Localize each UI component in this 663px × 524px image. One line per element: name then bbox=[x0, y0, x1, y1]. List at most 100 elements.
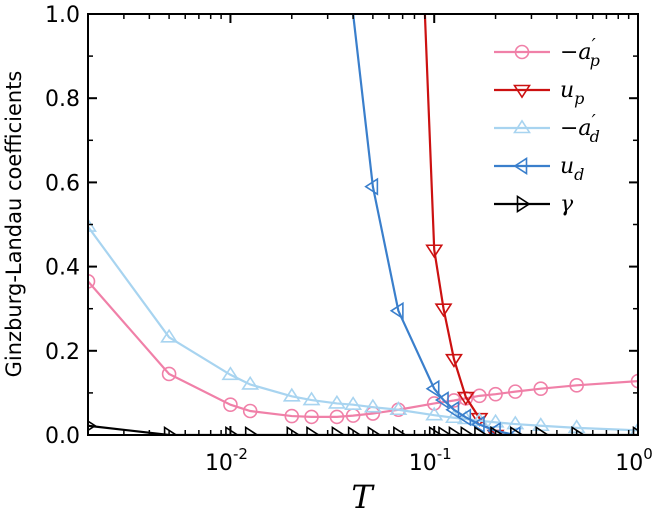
data-point-gamma bbox=[347, 426, 362, 435]
legend-label-base: −a bbox=[560, 40, 592, 65]
legend-label-prime: ′ bbox=[592, 111, 596, 132]
data-point-neg-a-p bbox=[284, 408, 300, 424]
x-tick-label: 10-1 bbox=[409, 445, 452, 476]
legend-label-base: u bbox=[560, 78, 574, 103]
data-point-neg-a-d bbox=[221, 366, 240, 381]
y-tick-label: 0.0 bbox=[45, 424, 80, 449]
x-tick-label: 100 bbox=[615, 445, 653, 476]
x-axis-label: T bbox=[351, 478, 375, 516]
legend-label-subscript: d bbox=[574, 165, 584, 184]
series-line-u-p bbox=[423, 14, 497, 435]
data-point-gamma bbox=[163, 426, 178, 435]
legend-label-subscript: d bbox=[590, 127, 600, 146]
legend-marker-neg-a-p bbox=[514, 44, 530, 60]
data-point-neg-a-d bbox=[282, 387, 301, 402]
data-point-gamma bbox=[448, 426, 463, 435]
data-point-neg-a-d bbox=[506, 415, 525, 430]
legend-entry-gamma: γ bbox=[494, 192, 574, 217]
data-point-gamma bbox=[438, 426, 453, 435]
data-point-u-d bbox=[445, 400, 460, 419]
data-point-neg-a-p bbox=[533, 381, 549, 396]
data-point-u-d bbox=[506, 426, 521, 435]
data-point-u-p bbox=[425, 244, 444, 259]
legend-label-neg-a-p: −a′ p bbox=[560, 35, 600, 70]
data-point-neg-a-d bbox=[389, 401, 408, 416]
data-point-gamma bbox=[393, 426, 407, 435]
data-point-gamma bbox=[490, 426, 505, 435]
legend-label-subscript: p bbox=[590, 51, 600, 70]
data-point-u-d bbox=[389, 301, 404, 320]
legend-entry-u-p: up bbox=[494, 78, 584, 108]
data-point-gamma bbox=[571, 426, 586, 435]
data-point-neg-a-d bbox=[344, 396, 363, 410]
series-neg-a-d bbox=[88, 218, 638, 435]
data-point-neg-a-p bbox=[630, 373, 638, 389]
data-point-neg-a-d bbox=[363, 398, 382, 413]
y-tick-label: 0.6 bbox=[45, 171, 80, 196]
y-tick-label: 0.8 bbox=[45, 87, 80, 112]
legend-label-neg-a-d: −a′ d bbox=[560, 111, 600, 146]
legend-marker-gamma bbox=[516, 195, 531, 213]
data-point-u-p bbox=[456, 391, 475, 406]
data-point-gamma bbox=[367, 426, 382, 435]
data-point-gamma bbox=[88, 420, 97, 432]
legend-entry-neg-a-d: −a′ d bbox=[494, 111, 600, 146]
data-point-gamma bbox=[286, 426, 301, 435]
data-point-u-p bbox=[434, 303, 453, 318]
data-point-gamma bbox=[428, 426, 443, 435]
data-point-gamma bbox=[510, 426, 524, 435]
data-point-neg-a-d bbox=[425, 406, 444, 421]
data-point-neg-a-d bbox=[160, 328, 179, 343]
series-gamma bbox=[88, 420, 638, 435]
data-point-gamma bbox=[306, 426, 321, 435]
data-point-neg-a-p bbox=[242, 403, 258, 419]
x-tick-exponent: 0 bbox=[643, 445, 653, 463]
x-tick-base: 10 bbox=[615, 451, 643, 476]
data-point-neg-a-d bbox=[327, 394, 346, 409]
data-point-neg-a-p bbox=[88, 274, 96, 289]
y-tick-label: 0.4 bbox=[45, 256, 80, 281]
y-axis-label: Ginzburg-Landau coefficients bbox=[2, 71, 26, 378]
data-point-gamma bbox=[460, 426, 475, 435]
data-point-u-d bbox=[470, 415, 485, 434]
legend-label-base: −a bbox=[560, 116, 592, 141]
legend-label-subscript: p bbox=[574, 89, 584, 108]
x-tick-base: 10 bbox=[205, 451, 233, 476]
legend-label-u-d: ud bbox=[560, 154, 584, 184]
legend-label-gamma: γ bbox=[560, 192, 574, 217]
legend-entry-u-d: ud bbox=[494, 154, 584, 184]
legend-marker-neg-a-d bbox=[513, 119, 531, 134]
y-tick-label: 0.2 bbox=[45, 340, 80, 365]
x-tick-exponent: -1 bbox=[437, 445, 452, 463]
data-point-neg-a-d bbox=[302, 391, 321, 406]
data-point-gamma bbox=[535, 426, 550, 435]
data-point-neg-a-p bbox=[329, 409, 345, 425]
legend-label-u-p: up bbox=[560, 78, 584, 108]
x-tick-exponent: -2 bbox=[233, 445, 248, 463]
data-point-gamma bbox=[244, 426, 259, 435]
data-point-neg-a-p bbox=[472, 388, 487, 404]
legend-entry-neg-a-p: −a′ p bbox=[494, 35, 600, 70]
legend-label-prime: ′ bbox=[592, 35, 596, 56]
data-point-neg-a-p bbox=[569, 378, 584, 393]
data-point-u-d bbox=[364, 177, 379, 196]
series-line-neg-a-d bbox=[88, 225, 638, 432]
plot-frame bbox=[87, 13, 639, 436]
legend-marker-u-p bbox=[513, 84, 531, 99]
series-line-neg-a-p bbox=[88, 280, 638, 418]
data-point-u-d bbox=[425, 379, 440, 398]
x-tick-base: 10 bbox=[409, 451, 437, 476]
data-point-u-p bbox=[444, 353, 463, 368]
legend-label-base: u bbox=[560, 154, 574, 179]
y-tick-label: 1.0 bbox=[45, 3, 80, 28]
data-point-neg-a-d bbox=[88, 218, 97, 232]
series-u-d bbox=[352, 14, 521, 435]
data-point-neg-a-p bbox=[488, 386, 503, 402]
data-point-u-d bbox=[434, 391, 449, 410]
data-point-u-d bbox=[457, 408, 472, 427]
data-point-neg-a-p bbox=[223, 397, 238, 412]
legend-label-base: γ bbox=[560, 192, 574, 217]
data-point-gamma bbox=[331, 426, 346, 435]
